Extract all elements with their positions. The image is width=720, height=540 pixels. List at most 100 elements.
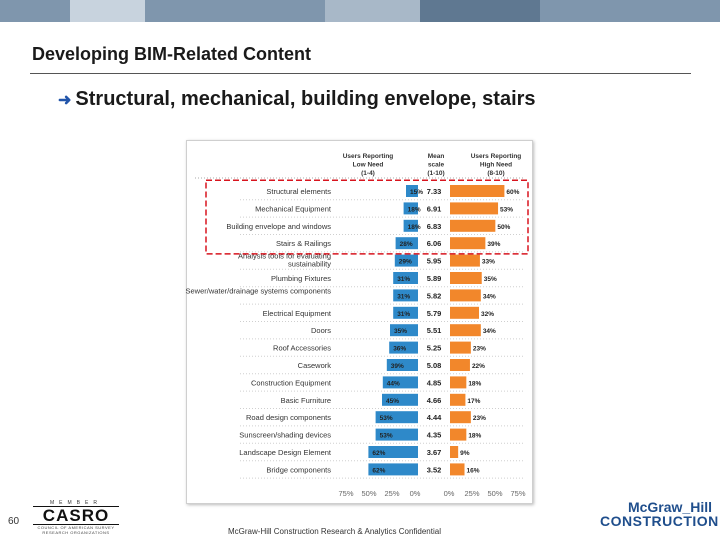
bar-low-need: [382, 376, 418, 389]
data-label-low: 28%: [400, 241, 413, 248]
data-label-high: 34%: [483, 293, 496, 300]
category-label: Landscape Design Element: [239, 448, 332, 457]
data-label-low: 53%: [380, 415, 393, 422]
category-label: Road design components: [246, 413, 331, 422]
data-label-mean: 3.67: [427, 448, 442, 457]
data-label-high: 34%: [483, 328, 496, 335]
bullet-text: Structural, mechanical, building envelop…: [75, 88, 536, 110]
band-segment: [540, 0, 720, 22]
bar-low-need: [390, 324, 418, 337]
data-label-mean: 4.35: [427, 431, 442, 440]
top-color-band: [0, 0, 720, 22]
band-segment: [325, 0, 420, 22]
logo-line-2: CONSTRUCTION: [600, 513, 719, 529]
bar-low-need: [368, 463, 418, 476]
bar-high-need: [450, 428, 467, 441]
data-label-high: 16%: [467, 467, 480, 474]
bar-low-need: [393, 272, 418, 284]
bar-low-need: [403, 219, 418, 232]
bar-high-need: [450, 185, 505, 197]
bar-low-need: [382, 393, 418, 406]
data-label-mean: 5.51: [427, 326, 442, 335]
category-label: Electrical Equipment: [263, 309, 332, 318]
axis-tick-high: 50%: [487, 489, 502, 498]
bar-low-need: [395, 237, 418, 250]
bar-high-need: [450, 202, 499, 215]
data-label-mean: 7.33: [427, 187, 442, 196]
band-segment: [0, 0, 70, 22]
axis-tick-low: 0%: [410, 489, 421, 498]
category-label: Mechanical Equipment: [255, 204, 332, 213]
data-label-high: 39%: [487, 241, 500, 248]
header-mean-scale: (1-10): [427, 170, 444, 177]
data-label-mean: 6.06: [427, 239, 442, 248]
data-label-mean: 5.08: [427, 361, 442, 370]
band-segment: [145, 0, 325, 22]
casro-logo-main: CASRO: [33, 506, 119, 525]
casro-logo: MEMBER CASRO COUNCIL OF AMERICAN SURVEY …: [33, 500, 119, 535]
header-mean-scale: scale: [428, 162, 445, 169]
band-segment: [70, 0, 145, 22]
header-mean-scale: Mean: [428, 153, 445, 160]
axis-tick-low: 50%: [361, 489, 376, 498]
data-label-low: 45%: [386, 398, 399, 405]
data-label-mean: 6.83: [427, 222, 442, 231]
data-label-low: 18%: [408, 224, 421, 231]
footer-confidential: McGraw-Hill Construction Research & Anal…: [228, 527, 441, 536]
bar-high-need: [450, 272, 482, 284]
category-label: Casework: [298, 361, 332, 370]
header-high-need: Users Reporting: [471, 153, 522, 160]
category-label: Analysis tools for evaluating: [238, 252, 331, 261]
data-label-high: 32%: [481, 311, 494, 318]
bar-low-need: [406, 185, 418, 197]
bar-low-need: [375, 411, 418, 424]
data-label-high: 18%: [468, 380, 481, 387]
mcgraw-hill-logo: McGraw_Hill CONSTRUCTION: [600, 500, 719, 529]
data-label-low: 31%: [397, 311, 410, 318]
bar-low-need: [403, 202, 418, 215]
data-label-high: 23%: [473, 415, 486, 422]
bar-high-need: [450, 324, 481, 337]
axis-tick-low: 25%: [384, 489, 399, 498]
data-label-mean: 5.82: [427, 291, 442, 300]
data-label-low: 39%: [391, 363, 404, 370]
category-label: Plumbing Fixtures: [271, 274, 331, 283]
data-label-low: 35%: [394, 328, 407, 335]
category-label: sustainability: [288, 260, 331, 269]
category-label: Basic Furniture: [281, 396, 331, 405]
bar-high-need: [450, 411, 471, 424]
header-low-need: Users Reporting: [343, 153, 394, 160]
bar-low-need: [393, 306, 418, 319]
category-label: Sewer/water/drainage systems components: [186, 286, 332, 295]
data-label-low: 62%: [372, 467, 385, 474]
data-label-high: 53%: [500, 206, 513, 213]
category-label: Bridge components: [266, 465, 331, 474]
header-low-need: (1-4): [361, 170, 375, 177]
data-label-low: 36%: [393, 346, 406, 353]
band-segment: [420, 0, 540, 22]
data-label-high: 60%: [506, 189, 519, 196]
category-label: Roof Accessories: [273, 344, 331, 353]
page-number: 60: [8, 516, 20, 527]
header-high-need: High Need: [480, 162, 512, 169]
category-label: Building envelope and windows: [226, 222, 331, 231]
casro-logo-sub: COUNCIL OF AMERICAN SURVEY RESEARCH ORGA…: [37, 525, 115, 535]
data-label-low: 44%: [387, 380, 400, 387]
bar-low-need: [394, 254, 418, 267]
bar-high-need: [450, 376, 467, 389]
axis-tick-high: 75%: [510, 489, 525, 498]
data-label-mean: 5.25: [427, 344, 442, 353]
slide-title: Developing BIM-Related Content: [32, 44, 312, 64]
axis-tick-high: 25%: [464, 489, 479, 498]
data-label-low: 15%: [410, 189, 423, 196]
data-label-mean: 4.44: [427, 413, 442, 422]
category-label: Structural elements: [266, 187, 331, 196]
title-divider: [30, 73, 691, 74]
data-label-high: 35%: [484, 276, 497, 283]
data-label-high: 33%: [482, 259, 495, 266]
data-label-low: 31%: [397, 276, 410, 283]
data-label-mean: 5.95: [427, 257, 442, 266]
axis-tick-low: 75%: [338, 489, 353, 498]
bar-high-need: [450, 341, 471, 354]
